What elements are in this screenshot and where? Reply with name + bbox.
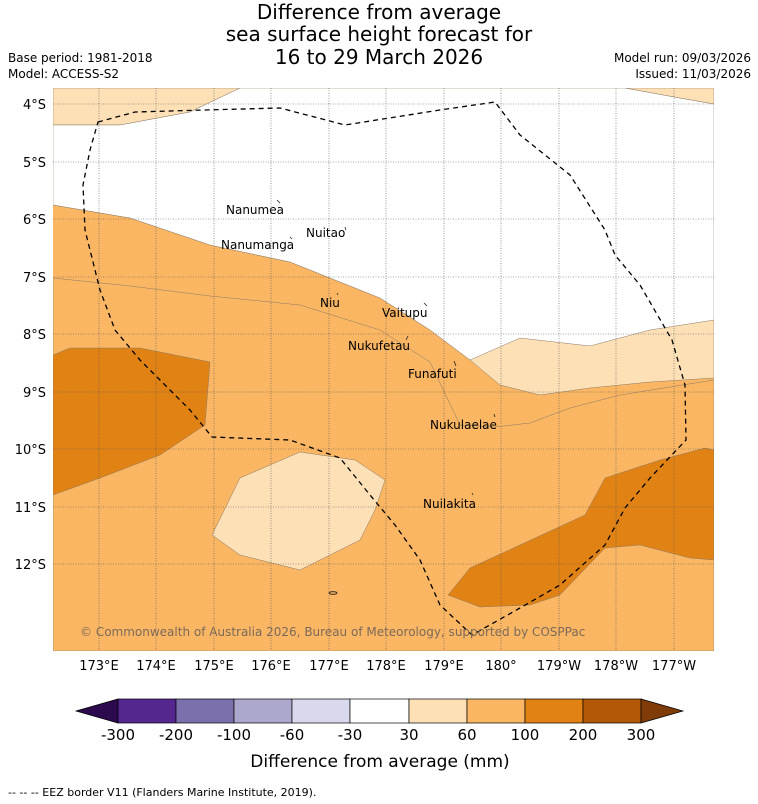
colorbar-tick: 200 [569,726,598,744]
island-nuitao [344,226,347,231]
fill-30-60-south [211,451,386,571]
colorbar-segment [582,698,642,724]
label-nukulaelae: Nukulaelae [430,418,497,432]
base-period-text: Base period: 1981-2018 [8,51,153,65]
fill-100-200-west [53,347,211,496]
label-vaitupu: Vaitupu [382,306,428,320]
fill-neutral [53,88,714,361]
colorbar-segment [466,698,526,724]
colorbar-tick: -30 [338,726,363,744]
lat-label-4s: 4°S [23,98,46,113]
colorbar-segment [233,698,293,724]
island-funafuti [453,360,457,367]
colorbar-tick: 30 [399,726,418,744]
island-marks [276,199,496,595]
colorbar-segment [349,698,410,724]
copyright-text: © Commonwealth of Australia 2026, Bureau… [80,625,585,639]
colorbar-segment [408,698,468,724]
label-niu: Niu [320,296,340,310]
fill-30-60-top-right [624,88,714,105]
lat-label-8s: 8°S [23,328,46,343]
title-line-1: Difference from average [256,0,502,24]
island-nukulaelae [493,413,496,418]
label-funafuti: Funafuti [408,367,457,381]
label-nuilakita: Nuilakita [423,497,476,511]
colorbar-extend-low [74,698,119,724]
map-fill: Nanumea Nuitao Nanumanga Niu Vaitupu Nuk… [53,88,714,651]
lat-label-12s: 12°S [15,558,46,573]
lat-label-7s: 7°S [23,271,46,286]
forecast-map: Nanumea Nuitao Nanumanga Niu Vaitupu Nuk… [15,88,714,772]
colorbar-extend-high [640,698,685,724]
colorbar-tick: 100 [511,726,540,744]
reef-south [328,591,338,595]
lat-label-10s: 10°S [15,443,46,458]
island-nuilakita [471,492,474,496]
label-nukufetau: Nukufetau [348,339,410,353]
colorbar-segment [117,698,177,724]
colorbar-segment [175,698,235,724]
island-niu [336,292,339,296]
colorbar-tick: -60 [280,726,305,744]
colorbar-tick: -200 [159,726,193,744]
colorbar: -300 -200 -100 -60 -30 30 60 100 200 300… [74,698,685,772]
lat-label-11s: 11°S [15,501,46,516]
colorbar-tick: -100 [217,726,251,744]
map-gridlines [53,88,714,651]
model-run-text: Model run: 09/03/2026 [613,51,751,65]
lon-label-179w: 179°W [537,659,581,674]
colorbar-label: Difference from average (mm) [250,752,509,772]
lon-label-178w: 178°W [594,659,638,674]
eez-border [82,101,687,636]
colorbar-segment [524,698,584,724]
lat-label-5s: 5°S [23,156,46,171]
colorbar-tick: 300 [627,726,656,744]
issued-text: Issued: 11/03/2026 [635,67,751,81]
island-nukufetau [405,335,409,341]
colorbar-tick: 60 [457,726,476,744]
model-text: Model: ACCESS-S2 [8,67,120,81]
island-nanumea [276,199,281,204]
eez-legend-note: -- -- -- EEZ border V11 (Flanders Marine… [8,786,317,799]
lat-label-9s: 9°S [23,386,46,401]
lon-label-174e: 174°E [136,659,176,674]
colorbar-tick: -300 [101,726,135,744]
colorbar-segment [291,698,351,724]
lon-label-180: 180° [485,659,516,674]
lon-label-175e: 175°E [194,659,234,674]
lon-label-177w: 177°W [652,659,696,674]
lon-label-173e: 173°E [79,659,119,674]
title-line-2: sea surface height forecast for [225,22,533,46]
lat-label-6s: 6°S [23,213,46,228]
lon-label-176e: 176°E [251,659,291,674]
island-vaitupu [423,302,428,307]
label-nanumanga: Nanumanga [221,238,294,252]
island-nanumanga [289,236,293,240]
title-line-3: 16 to 29 March 2026 [274,45,484,69]
lon-label-178e: 178°E [366,659,406,674]
lon-label-177e: 177°E [309,659,349,674]
label-nanumea: Nanumea [226,203,284,217]
fill-100-200-southeast [447,447,714,608]
lon-label-179e: 179°E [424,659,464,674]
label-nuitao: Nuitao [306,226,345,240]
